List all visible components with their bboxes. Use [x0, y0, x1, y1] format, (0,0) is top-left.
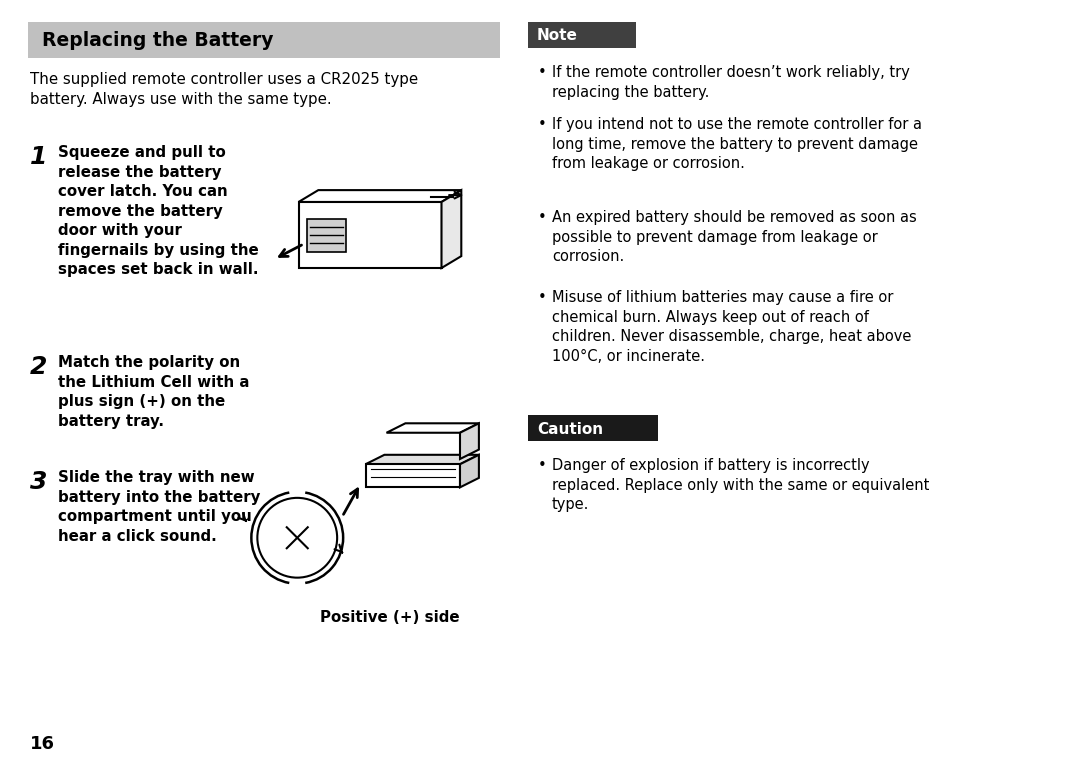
Text: The supplied remote controller uses a CR2025 type
battery. Always use with the s: The supplied remote controller uses a CR… [30, 72, 418, 107]
Text: Match the polarity on
the Lithium Cell with a
plus sign (+) on the
battery tray.: Match the polarity on the Lithium Cell w… [58, 355, 249, 429]
Polygon shape [387, 423, 478, 433]
Polygon shape [460, 423, 478, 459]
Text: 16: 16 [30, 735, 55, 753]
Polygon shape [308, 219, 346, 252]
Text: •: • [538, 210, 546, 225]
Bar [28, 22, 500, 58]
Text: Squeeze and pull to
release the battery
cover latch. You can
remove the battery
: Squeeze and pull to release the battery … [58, 145, 259, 278]
Text: An expired battery should be removed as soon as
possible to prevent damage from : An expired battery should be removed as … [552, 210, 917, 264]
Text: Misuse of lithium batteries may cause a fire or
chemical burn. Always keep out o: Misuse of lithium batteries may cause a … [552, 290, 912, 364]
Polygon shape [365, 455, 478, 464]
Text: 1: 1 [30, 145, 48, 169]
Text: Replacing the Battery: Replacing the Battery [42, 31, 273, 51]
Text: •: • [538, 65, 546, 80]
Text: •: • [538, 290, 546, 305]
Bar [528, 22, 636, 48]
Text: •: • [538, 117, 546, 132]
Text: If you intend not to use the remote controller for a
long time, remove the batte: If you intend not to use the remote cont… [552, 117, 922, 171]
Circle shape [257, 498, 337, 578]
Text: Caution: Caution [537, 422, 603, 436]
Text: Positive (+) side: Positive (+) side [320, 610, 460, 625]
Polygon shape [298, 202, 442, 268]
Text: Danger of explosion if battery is incorrectly
replaced. Replace only with the sa: Danger of explosion if battery is incorr… [552, 458, 930, 512]
Text: Note: Note [537, 28, 578, 44]
Text: 3: 3 [30, 470, 48, 494]
Text: •: • [538, 458, 546, 473]
Text: Slide the tray with new
battery into the battery
compartment until you
hear a cl: Slide the tray with new battery into the… [58, 470, 260, 544]
Polygon shape [365, 464, 460, 487]
Text: 2: 2 [30, 355, 48, 379]
Polygon shape [460, 455, 478, 487]
Polygon shape [442, 190, 461, 268]
Polygon shape [298, 190, 461, 202]
Bar [528, 415, 658, 441]
Text: If the remote controller doesn’t work reliably, try
replacing the battery.: If the remote controller doesn’t work re… [552, 65, 909, 100]
